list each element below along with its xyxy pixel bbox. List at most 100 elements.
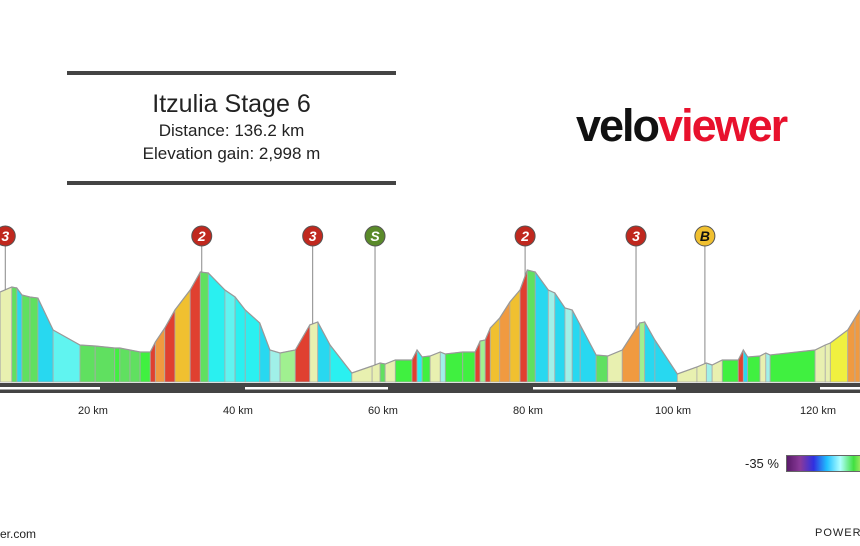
profile-segment	[351, 365, 373, 383]
title-rule-bottom	[67, 181, 396, 185]
profile-segment	[499, 300, 511, 383]
profile-segment	[509, 288, 521, 383]
title-rule-top	[67, 71, 396, 75]
profile-segment	[705, 362, 713, 383]
footer-powered: POWERE	[815, 527, 860, 539]
profile-segment	[654, 338, 678, 383]
profile-segment	[174, 288, 191, 383]
marker-label: B	[700, 228, 710, 244]
axis-tick-label: 100 km	[655, 405, 691, 417]
profile-segment	[11, 286, 18, 383]
page-title: Itzulia Stage 6	[152, 90, 311, 118]
marker-label: 3	[632, 228, 640, 244]
profile-segment	[129, 349, 141, 383]
marker-label: 3	[1, 228, 9, 244]
elevation-gain-text: Elevation gain: 2,998 m	[142, 144, 321, 163]
profile-segment	[224, 289, 236, 383]
profile-segment	[547, 289, 556, 383]
profile-segment	[79, 344, 96, 383]
profile-segment	[721, 359, 739, 383]
gradient-legend-min: -35 %	[745, 456, 779, 471]
profile-segment	[639, 321, 646, 383]
profile-segment	[21, 294, 31, 383]
marker-badge	[191, 225, 213, 247]
marker-badge	[514, 225, 536, 247]
distance-text: Distance: 136.2 km	[158, 121, 305, 140]
profile-segment	[621, 321, 641, 383]
profile-segment	[484, 327, 491, 383]
profile-segment	[676, 366, 698, 383]
profile-segment	[439, 351, 446, 383]
profile-segment	[571, 309, 581, 383]
profile-segment	[317, 321, 331, 383]
profile-segment	[526, 269, 536, 383]
profile-segment	[829, 329, 849, 383]
axis-tick-label: 60 km	[368, 405, 398, 417]
marker-label: 3	[309, 228, 317, 244]
profile-segment	[711, 359, 723, 383]
profile-segment	[814, 344, 826, 383]
marker-badge	[625, 225, 647, 247]
profile-segment	[824, 342, 831, 383]
profile-segment	[199, 271, 209, 383]
footer-url[interactable]: er.com	[0, 527, 37, 541]
profile-segment	[416, 348, 423, 383]
profile-segment	[259, 322, 271, 383]
profile-segment	[0, 286, 13, 383]
marker-badge	[694, 225, 716, 247]
profile-segment	[462, 351, 476, 383]
profile-segment	[379, 362, 386, 383]
axis-tick-label: 40 km	[223, 405, 253, 417]
elevation-profile: 20 km 40 km 60 km 80 km 100 km 120 km 3 2 3 S 2 3 B	[0, 225, 860, 417]
profile-segment	[29, 296, 39, 383]
profile-outline	[0, 269, 860, 375]
axis-stripe	[533, 387, 676, 390]
veloviewer-logo: veloviewer	[576, 100, 788, 152]
profile-segment	[139, 351, 151, 383]
axis-stripe	[0, 387, 100, 390]
profile-segment	[234, 295, 246, 383]
profile-segment	[119, 347, 131, 383]
profile-segment	[421, 355, 431, 383]
profile-segment	[742, 348, 749, 383]
profile-segment	[765, 352, 771, 383]
profile-segment	[164, 308, 176, 383]
profile-segment	[37, 297, 54, 383]
profile-segment	[114, 347, 121, 383]
axis-tick-label: 120 km	[800, 405, 836, 417]
profile-segment	[564, 307, 573, 383]
marker-label: S	[370, 228, 380, 244]
axis-stripe	[245, 387, 388, 390]
profile-segment	[429, 351, 441, 383]
profile-segment	[534, 270, 549, 383]
axis-tick-label: 20 km	[78, 405, 108, 417]
profile-segment	[394, 359, 413, 383]
marker-badge	[302, 225, 324, 247]
distance-axis-bar	[0, 383, 860, 393]
profile-segment	[269, 349, 281, 383]
profile-segment	[154, 326, 166, 383]
profile-segment	[747, 355, 761, 383]
profile-segment	[279, 349, 296, 383]
profile-segment	[294, 323, 311, 383]
profile-segment	[94, 345, 116, 383]
profile-segment	[579, 324, 597, 383]
profile-segment	[479, 339, 486, 383]
profile-segment	[309, 321, 319, 383]
axis-stripe	[820, 387, 860, 390]
gradient-legend-bar	[786, 455, 860, 472]
axis-tick-label: 80 km	[513, 405, 543, 417]
marker-label: 2	[197, 228, 206, 244]
profile-segment	[489, 316, 501, 383]
profile-segment	[854, 309, 860, 383]
profile-segment	[759, 352, 767, 383]
profile-segment	[16, 286, 23, 383]
marker-label: 2	[520, 228, 529, 244]
marker-badge	[0, 225, 16, 247]
profile-segment	[444, 351, 464, 383]
marker-badge	[364, 225, 386, 247]
profile-segment	[595, 354, 609, 383]
logo-part2: viewer	[658, 100, 788, 151]
logo-part1: velo	[576, 100, 660, 151]
profile-segment	[329, 343, 353, 383]
